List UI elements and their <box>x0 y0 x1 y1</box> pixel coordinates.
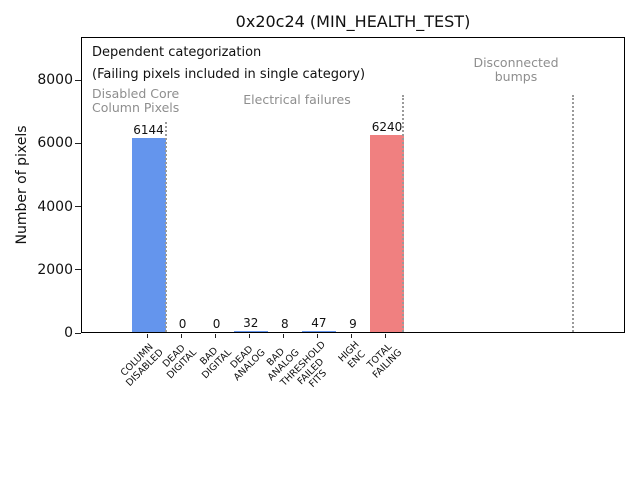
y-tick-label: 6000 <box>37 135 73 152</box>
bar-value-label: 47 <box>311 315 327 330</box>
annotation-disconnected-bumps: Disconnected bumps <box>473 55 559 85</box>
y-tick-mark <box>75 269 81 271</box>
bar-value-label: 0 <box>178 317 187 331</box>
y-tick-mark <box>75 79 81 81</box>
bar-value-label: 8 <box>280 317 289 331</box>
y-tick-mark <box>75 206 81 207</box>
x-tick-mark <box>215 334 217 338</box>
annotation-electrical-failures: Electrical failures <box>243 92 351 107</box>
bar-value-label: 6240 <box>371 119 403 134</box>
annotation-disabled-core-column-pixels: Disabled Core Column Pixels <box>92 86 180 116</box>
x-tick-mark <box>249 334 251 338</box>
annotation-failing-pixels-note: (Failing pixels included in single categ… <box>92 67 366 82</box>
x-tick-mark <box>351 334 353 338</box>
x-tick-label: BAD DIGITAL <box>197 345 234 381</box>
y-tick-label: 8000 <box>37 72 73 88</box>
y-tick-label: 4000 <box>37 198 73 215</box>
bar-value-label: 0 <box>212 317 221 331</box>
separator-disabled-core-line <box>164 122 167 332</box>
x-tick-mark <box>181 334 183 338</box>
x-tick-mark <box>283 334 285 338</box>
x-tick-label: DEAD ANALOG <box>228 343 268 383</box>
bar-value-label: 9 <box>349 317 357 331</box>
y-tick-mark <box>75 332 81 334</box>
chart-title: 0x20c24 (MIN_HEALTH_TEST) <box>235 12 471 31</box>
bar-threshold-failed-fits <box>301 330 336 332</box>
x-tick-label: TOTAL FAILING <box>364 341 404 381</box>
x-tick-mark <box>147 334 148 338</box>
bar-value-label: 32 <box>243 316 259 330</box>
x-tick-label: DEAD DIGITAL <box>161 342 200 381</box>
y-tick-label: 2000 <box>37 261 73 278</box>
plot-area: 6144 0 0 32 8 47 9 6240 <box>81 37 625 333</box>
x-tick-mark <box>385 334 387 338</box>
separator-disconnected-line <box>572 95 574 332</box>
bar-dead-analog <box>233 331 268 332</box>
bar-value-label: 6144 <box>133 122 164 137</box>
annotation-dependent-categorization: Dependent categorization <box>92 45 262 60</box>
y-tick-label: 0 <box>64 325 73 341</box>
bar-total-failing <box>369 134 404 332</box>
y-tick-mark <box>75 142 81 144</box>
x-tick-mark <box>317 334 319 338</box>
separator-electrical-line <box>401 95 404 332</box>
bar-column-disabled <box>131 137 166 332</box>
